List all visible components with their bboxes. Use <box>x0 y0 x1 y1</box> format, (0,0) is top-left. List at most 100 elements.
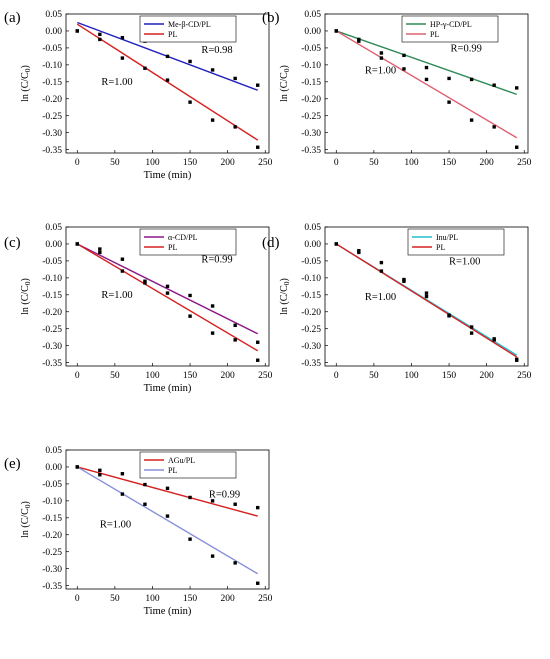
data-point <box>334 242 338 246</box>
data-point <box>120 56 125 60</box>
y-tick-label: 0.05 <box>45 10 62 20</box>
y-tick-label: 0.05 <box>45 223 62 233</box>
x-tick-label: 0 <box>334 371 339 381</box>
y-tick-label: -0.05 <box>42 480 62 490</box>
y-tick-label: -0.20 <box>301 308 321 318</box>
x-tick-label: 100 <box>145 594 160 604</box>
data-point <box>379 56 384 60</box>
data-point <box>357 250 361 255</box>
data-point <box>188 495 192 500</box>
data-point <box>75 29 79 33</box>
data-point <box>143 66 147 70</box>
y-tick-label: -0.15 <box>42 291 62 301</box>
data-point <box>256 581 260 585</box>
data-point <box>98 250 102 255</box>
y-tick-label: -0.15 <box>42 514 62 524</box>
x-tick-label: 100 <box>145 158 160 168</box>
x-tick-label: 200 <box>221 594 236 604</box>
chart-panel: (e) 0.05 0.00 -0.05 -0.10 -0.15 -0.20 -0.25 -0.3… <box>4 446 273 617</box>
y-tick-label: -0.30 <box>301 342 321 352</box>
x-tick-label: 250 <box>258 371 273 381</box>
y-tick-label: -0.35 <box>42 582 62 592</box>
r-annotation: R=1.00 <box>449 256 480 267</box>
x-tick-label: 250 <box>517 158 532 168</box>
data-point <box>98 32 102 37</box>
data-point <box>357 39 361 43</box>
x-tick-label: 150 <box>183 158 198 168</box>
y-tick-label: -0.05 <box>301 44 321 54</box>
fit-line <box>336 30 517 96</box>
plot-frame <box>65 13 270 154</box>
x-tick-label: 0 <box>75 594 80 604</box>
data-point <box>233 338 237 342</box>
data-point <box>469 331 474 335</box>
x-tick-label: 100 <box>404 371 419 381</box>
panel-label: (c) <box>4 235 21 251</box>
y-tick-label: 0.00 <box>45 240 62 250</box>
y-tick-label: -0.20 <box>42 531 62 541</box>
data-point <box>75 465 79 469</box>
fit-line <box>76 243 259 335</box>
y-tick-label: -0.25 <box>301 112 321 122</box>
data-point <box>515 145 519 149</box>
data-point <box>143 281 147 285</box>
y-tick-label: -0.10 <box>301 61 321 71</box>
data-point <box>424 291 429 295</box>
data-point <box>210 499 215 503</box>
y-tick-label: -0.10 <box>301 274 321 284</box>
data-point <box>447 100 451 104</box>
data-point <box>98 468 102 473</box>
y-axis-label: ln (C/C0) <box>279 278 291 315</box>
y-tick-label: 0.00 <box>304 240 321 250</box>
y-axis-label: ln (C/C0) <box>279 65 291 102</box>
x-axis-label: Time (min) <box>144 606 192 617</box>
data-point <box>492 338 496 342</box>
data-point <box>469 77 474 82</box>
data-point <box>165 284 170 289</box>
x-tick-label: 150 <box>442 371 457 381</box>
data-point <box>210 118 215 122</box>
chart-panel: (c) 0.05 0.00 -0.05 -0.10 -0.15 -0.20 -0.25 -0.3… <box>4 223 273 394</box>
fit-line <box>335 243 518 358</box>
y-tick-label: -0.10 <box>42 274 62 284</box>
data-point <box>120 36 125 40</box>
data-point <box>492 125 496 129</box>
data-point <box>143 502 147 506</box>
legend-box <box>139 228 237 256</box>
x-tick-label: 100 <box>404 158 419 168</box>
data-point <box>256 83 260 87</box>
y-tick-label: -0.15 <box>301 291 321 301</box>
data-point <box>98 473 102 477</box>
data-point <box>402 67 406 71</box>
legend-label: HP-γ-CD/PL <box>430 20 472 29</box>
data-point <box>469 118 474 122</box>
data-point <box>188 293 192 298</box>
data-point <box>188 100 192 104</box>
y-tick-label: 0.05 <box>304 223 321 233</box>
legend-label: Me-β-CD/PL <box>168 20 211 29</box>
y-tick-label: -0.30 <box>42 565 62 575</box>
x-tick-label: 0 <box>75 371 80 381</box>
legend-label: α-CD/PL <box>168 233 198 242</box>
y-tick-label: -0.05 <box>301 257 321 267</box>
y-tick-label: -0.25 <box>42 325 62 335</box>
y-tick-label: -0.10 <box>42 497 62 507</box>
legend-box <box>407 228 505 256</box>
panel-label: (d) <box>262 235 280 251</box>
data-point <box>98 37 102 42</box>
data-point <box>256 358 260 362</box>
data-point <box>120 492 125 496</box>
r-annotation: R=0.99 <box>209 489 240 500</box>
fit-line <box>76 243 259 352</box>
x-tick-label: 150 <box>183 594 198 604</box>
data-point <box>210 304 215 308</box>
x-tick-label: 50 <box>369 158 379 168</box>
data-point <box>424 77 429 82</box>
data-point <box>165 54 170 59</box>
y-axis-label: ln (C/C0) <box>20 65 32 102</box>
data-point <box>75 242 79 246</box>
y-tick-label: -0.20 <box>301 95 321 105</box>
data-point <box>379 51 384 55</box>
data-point <box>424 65 429 70</box>
data-point <box>447 314 451 318</box>
